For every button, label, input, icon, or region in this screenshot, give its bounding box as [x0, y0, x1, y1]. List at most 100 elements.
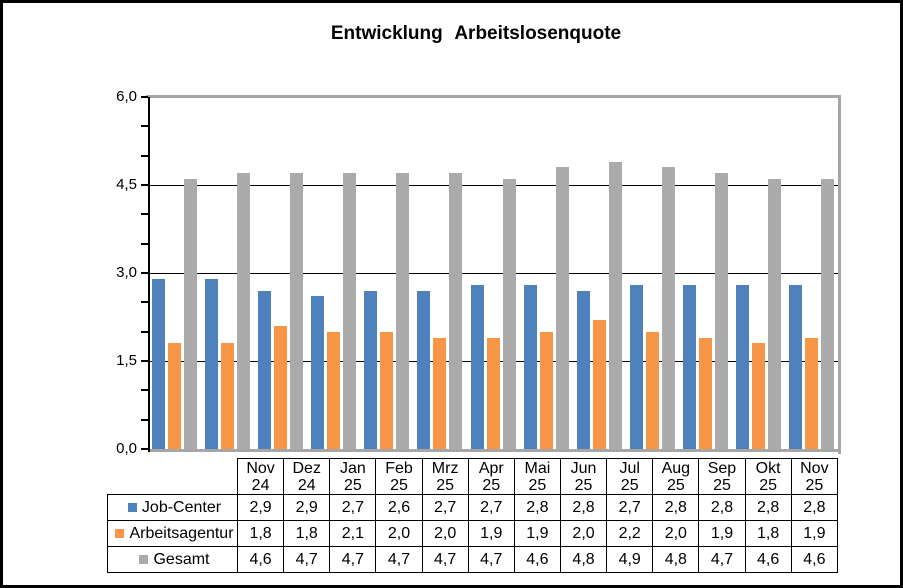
legend-swatch-arbeitsagentur [115, 528, 125, 538]
gridline-3,0 [150, 273, 838, 274]
bar-gesamt-aug25 [662, 167, 675, 449]
value-cell-arbeitsagentur-mrz25: 2,0 [421, 520, 469, 547]
bar-arbeitsagentur-dez24 [221, 343, 234, 449]
y-axis-tick [141, 301, 148, 303]
bar-job-center-okt25 [736, 285, 749, 449]
gridline-4,5 [150, 185, 838, 186]
month-header-nov24: Nov 24 [236, 458, 285, 495]
y-axis-tick [141, 419, 148, 421]
table-row-job-center: Job-Center 2,9 2,9 2,7 2,6 2,7 2,7 2,8 2,8 2,7 2,8… [107, 494, 839, 521]
value-cell-job-center-nov24: 2,9 [236, 494, 285, 521]
bar-arbeitsagentur-mai25 [487, 338, 500, 449]
value-cell-arbeitsagentur-nov24: 1,8 [236, 520, 285, 547]
table-corner-cell [108, 459, 238, 495]
y-axis-label: 3,0 [116, 264, 137, 281]
y-axis-tick [141, 125, 148, 127]
value-cell-arbeitsagentur-okt25: 1,8 [744, 520, 792, 547]
series-label-gesamt: Gesamt [107, 546, 238, 573]
bar-job-center-sep25 [683, 285, 696, 449]
bar-arbeitsagentur-jun25 [540, 332, 553, 449]
bar-gesamt-nov25 [821, 179, 834, 449]
bar-gesamt-dez24 [237, 173, 250, 449]
bar-gesamt-sep25 [715, 173, 728, 449]
value-cell-job-center-mai25: 2,8 [513, 494, 561, 521]
value-cell-gesamt-dez24: 4,7 [283, 546, 331, 573]
bar-arbeitsagentur-apr25 [433, 338, 446, 449]
bar-job-center-aug25 [630, 285, 643, 449]
value-cell-job-center-dez24: 2,9 [283, 494, 331, 521]
plot-border-top [146, 95, 841, 98]
bar-gesamt-feb25 [343, 173, 356, 449]
value-cell-gesamt-aug25: 4,8 [652, 546, 700, 573]
value-cell-arbeitsagentur-jan25: 2,1 [329, 520, 377, 547]
month-header-jul25: Jul 25 [606, 458, 654, 495]
y-axis-tick [141, 389, 148, 391]
table-header-row: Nov 24 Dez 24 Jan 25 Feb 25 Mrz 25 Apr 25 Mai 25 Jun 25… [108, 458, 839, 495]
value-cell-arbeitsagentur-mai25: 1,9 [513, 520, 561, 547]
plot-border-right [838, 95, 841, 454]
y-axis-tick [141, 448, 148, 450]
bar-gesamt-nov24 [184, 179, 197, 449]
month-header-mrz25: Mrz 25 [421, 458, 469, 495]
bar-gesamt-okt25 [768, 179, 781, 449]
value-cell-gesamt-nov24: 4,6 [236, 546, 285, 573]
value-cell-job-center-jul25: 2,7 [606, 494, 654, 521]
value-cell-gesamt-nov25: 4,6 [790, 546, 839, 573]
value-cell-job-center-mrz25: 2,7 [421, 494, 469, 521]
value-cell-arbeitsagentur-jun25: 2,0 [559, 520, 608, 547]
series-name: Job-Center [141, 498, 222, 516]
bar-job-center-jun25 [524, 285, 537, 449]
month-header-nov25: Nov 25 [790, 458, 839, 495]
bar-arbeitsagentur-jul25 [593, 320, 606, 449]
series-name: Gesamt [153, 550, 210, 568]
value-cell-arbeitsagentur-sep25: 1,9 [698, 520, 746, 547]
month-header-jun25: Jun 25 [559, 458, 608, 495]
bar-arbeitsagentur-feb25 [327, 332, 340, 449]
y-axis-tick [141, 272, 148, 274]
month-header-feb25: Feb 25 [375, 458, 423, 495]
month-header-aug25: Aug 25 [652, 458, 700, 495]
value-cell-arbeitsagentur-feb25: 2,0 [375, 520, 423, 547]
y-axis-label: 0,0 [116, 440, 137, 457]
month-header-apr25: Apr 25 [467, 458, 515, 495]
bar-gesamt-jun25 [556, 167, 569, 449]
value-cell-arbeitsagentur-aug25: 2,0 [652, 520, 700, 547]
y-axis-label: 1,5 [116, 352, 137, 369]
data-table-wrap: Nov 24 Dez 24 Jan 25 Feb 25 Mrz 25 Apr 25 Mai 25 Jun 25… [107, 458, 839, 573]
y-axis-line [148, 97, 150, 452]
value-cell-job-center-jun25: 2,8 [559, 494, 608, 521]
value-cell-gesamt-mrz25: 4,7 [421, 546, 469, 573]
plot-area: 0,0 1,5 3,0 4,5 6,0 [116, 88, 841, 457]
month-header-okt25: Okt 25 [744, 458, 792, 495]
y-axis-tick [141, 155, 148, 157]
table-row-gesamt: Gesamt 4,6 4,7 4,7 4,7 4,7 4,7 4,6 4,8 4,9 4,8 4,7 4… [107, 546, 839, 573]
value-cell-gesamt-mai25: 4,6 [513, 546, 561, 573]
bar-job-center-dez24 [205, 279, 218, 449]
bar-arbeitsagentur-jan25 [274, 326, 287, 449]
month-header-jan25: Jan 25 [329, 458, 377, 495]
month-header-sep25: Sep 25 [698, 458, 746, 495]
value-cell-gesamt-jun25: 4,8 [559, 546, 608, 573]
value-cell-gesamt-jul25: 4,9 [606, 546, 654, 573]
value-cell-job-center-jan25: 2,7 [329, 494, 377, 521]
bar-arbeitsagentur-okt25 [752, 343, 765, 449]
month-header-dez24: Dez 24 [283, 458, 331, 495]
value-cell-job-center-aug25: 2,8 [652, 494, 700, 521]
value-cell-job-center-feb25: 2,6 [375, 494, 423, 521]
bar-job-center-jan25 [258, 291, 271, 449]
data-table: Nov 24 Dez 24 Jan 25 Feb 25 Mrz 25 Apr 25 Mai 25 Jun 25… [107, 458, 839, 573]
y-axis-label: 6,0 [116, 88, 137, 105]
y-axis-label: 4,5 [116, 176, 137, 193]
y-axis-tick [141, 213, 148, 215]
bar-job-center-mai25 [471, 285, 484, 449]
bar-job-center-jul25 [577, 291, 590, 449]
bar-gesamt-mai25 [503, 179, 516, 449]
value-cell-arbeitsagentur-apr25: 1,9 [467, 520, 515, 547]
value-cell-arbeitsagentur-dez24: 1,8 [283, 520, 331, 547]
legend-swatch-job-center [127, 502, 137, 512]
value-cell-job-center-nov25: 2,8 [790, 494, 839, 521]
bar-arbeitsagentur-sep25 [699, 338, 712, 449]
y-axis-tick [141, 360, 148, 362]
value-cell-gesamt-apr25: 4,7 [467, 546, 515, 573]
